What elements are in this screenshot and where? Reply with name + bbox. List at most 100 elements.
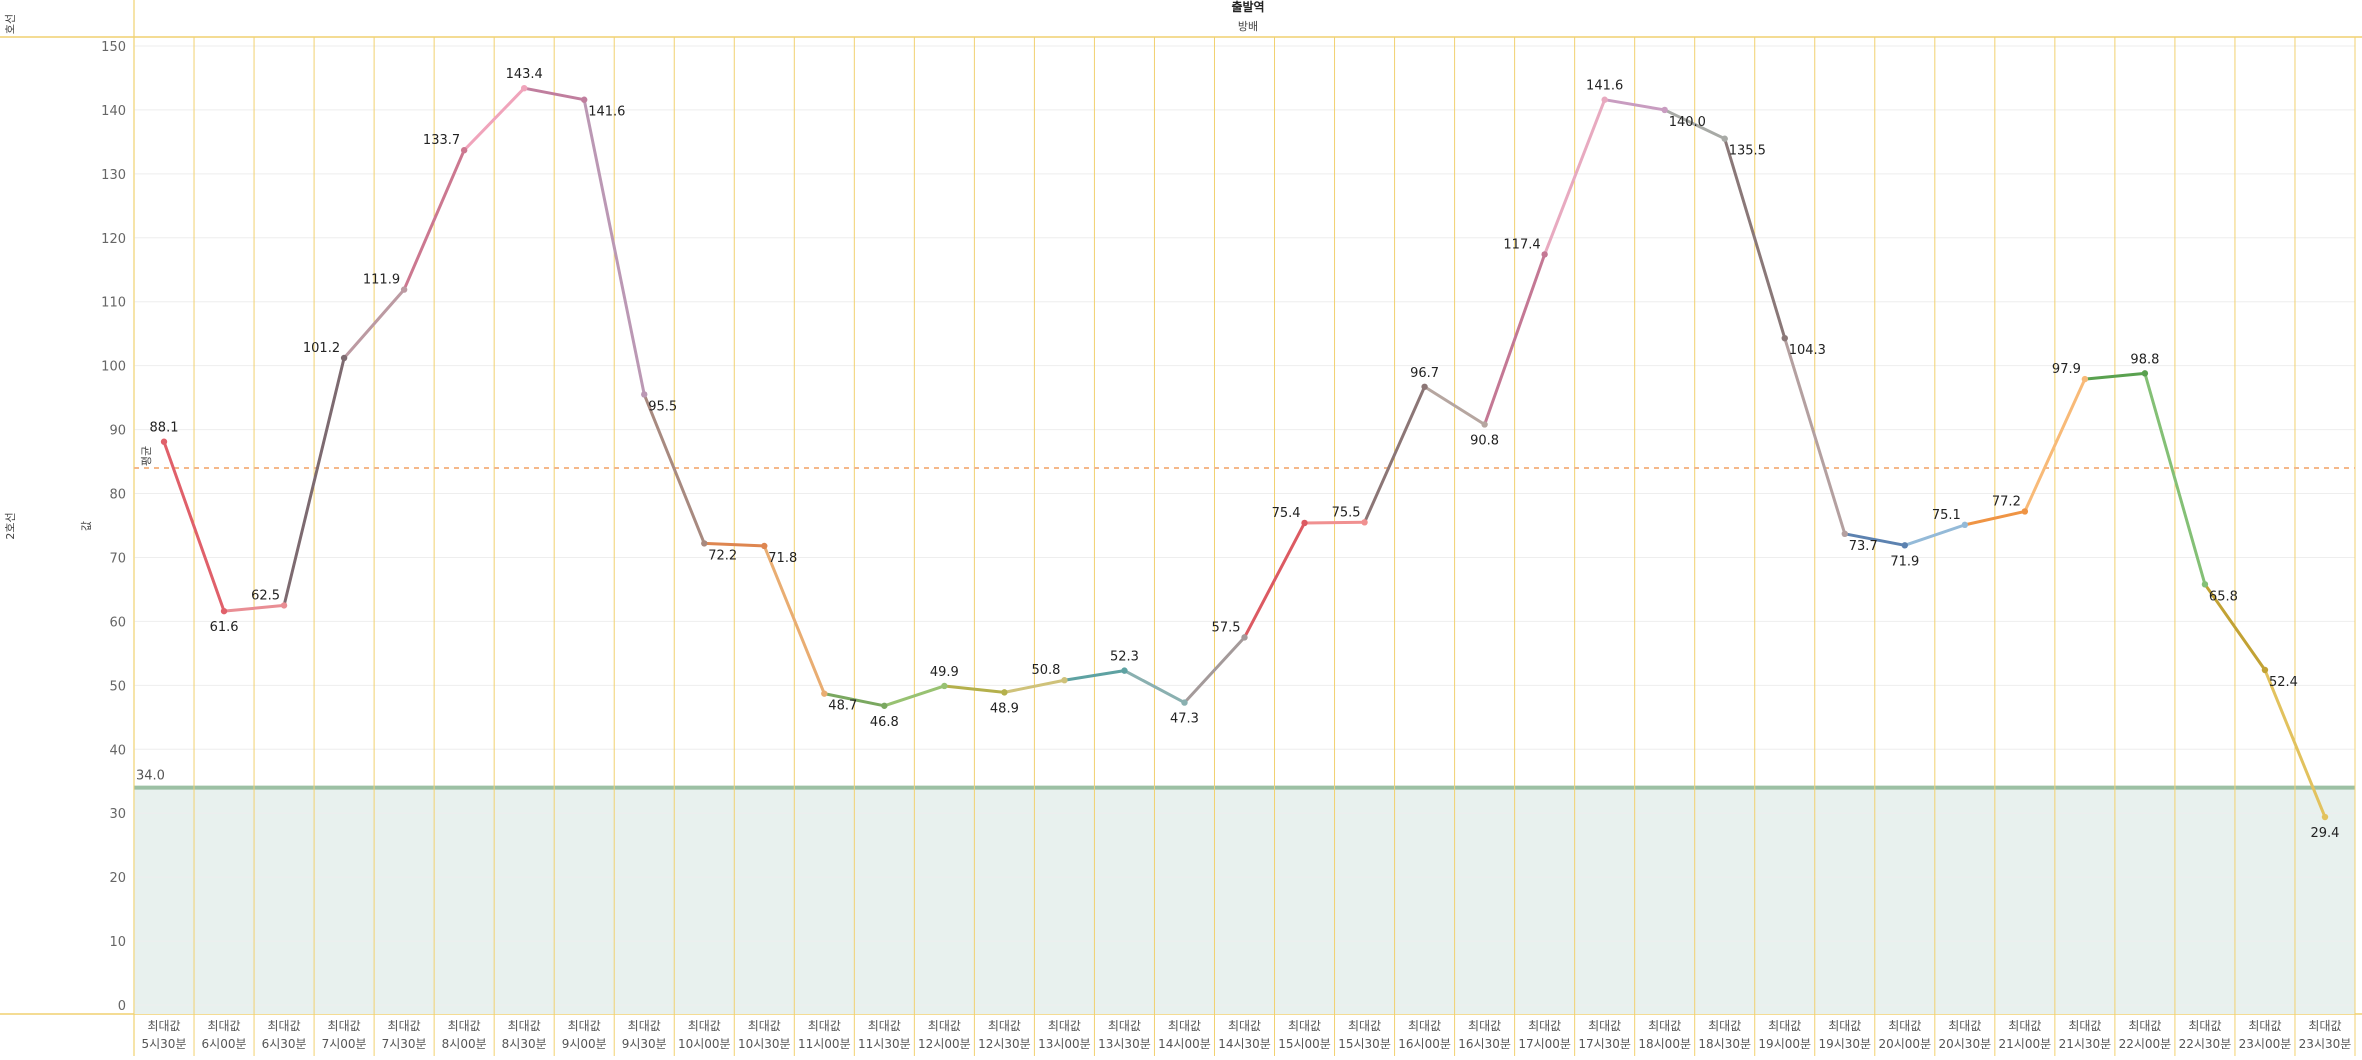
line-segment xyxy=(2203,582,2267,672)
data-point xyxy=(1301,519,1308,527)
y-tick-label: 50 xyxy=(109,679,126,694)
line-segment xyxy=(2143,371,2207,586)
y-tick-label: 110 xyxy=(101,296,126,311)
line-segment xyxy=(162,440,226,613)
line-segment xyxy=(1423,385,1487,426)
y-tick-label: 100 xyxy=(101,360,126,375)
data-point xyxy=(2201,581,2209,588)
x-tick-label: 20시00분 xyxy=(1878,1037,1931,1051)
data-point xyxy=(1481,421,1488,428)
y-tick-label: 70 xyxy=(109,551,126,566)
data-label: 57.5 xyxy=(1212,620,1241,635)
data-point xyxy=(280,602,288,609)
line-segment xyxy=(222,603,286,613)
data-point xyxy=(701,540,708,547)
line-segment xyxy=(462,86,526,152)
data-label: 88.1 xyxy=(150,421,179,436)
line-segment xyxy=(402,148,466,292)
x-tick-label: 13시00분 xyxy=(1038,1037,1091,1051)
data-label: 72.2 xyxy=(708,548,737,563)
data-point xyxy=(1001,689,1008,696)
data-label: 96.7 xyxy=(1410,366,1439,381)
data-label: 50.8 xyxy=(1031,663,1060,678)
x-tick-label: 22시30분 xyxy=(2179,1037,2232,1051)
y-axis-title: 값 xyxy=(80,521,93,531)
x-tick-label: 7시00분 xyxy=(322,1037,367,1051)
data-label: 117.4 xyxy=(1503,237,1540,252)
x-measure-label: 최대값 xyxy=(388,1019,421,1033)
data-point xyxy=(2261,666,2269,674)
x-tick-label: 8시30분 xyxy=(502,1037,547,1051)
line-segment xyxy=(1543,98,1607,256)
average-reference-label: 평균 xyxy=(140,446,153,466)
x-measure-label: 최대값 xyxy=(1828,1019,1861,1033)
reference-band-label: 34.0 xyxy=(136,769,165,784)
line-segment xyxy=(522,86,586,102)
x-measure-label: 최대값 xyxy=(1708,1019,1741,1033)
x-measure-label: 최대값 xyxy=(1648,1019,1681,1033)
data-point xyxy=(1181,699,1188,706)
data-label: 48.9 xyxy=(990,701,1019,716)
data-label: 75.4 xyxy=(1272,506,1301,521)
data-point xyxy=(1721,135,1728,142)
x-measure-label: 최대값 xyxy=(2128,1019,2161,1033)
y-tick-label: 80 xyxy=(109,488,126,503)
data-point xyxy=(340,354,348,362)
data-label: 98.8 xyxy=(2130,352,2159,367)
line-segment xyxy=(1903,523,1967,547)
data-point xyxy=(881,702,888,709)
x-measure-label: 최대값 xyxy=(268,1019,301,1033)
x-measure-label: 최대값 xyxy=(1288,1019,1321,1033)
data-point xyxy=(2021,508,2029,515)
data-label: 135.5 xyxy=(1729,144,1766,159)
x-tick-label: 15시30분 xyxy=(1338,1037,1391,1051)
line-segment xyxy=(2023,377,2087,513)
data-point xyxy=(1961,521,1969,529)
x-measure-label: 최대값 xyxy=(868,1019,901,1033)
row-header-value: 2호선 xyxy=(4,512,17,539)
data-label: 62.5 xyxy=(251,588,280,603)
row-header-title: 호선 xyxy=(4,14,17,34)
x-measure-label: 최대값 xyxy=(1768,1019,1801,1033)
data-label: 46.8 xyxy=(870,715,899,730)
line-segment xyxy=(702,541,766,548)
data-point xyxy=(400,286,408,293)
x-tick-label: 20시30분 xyxy=(1939,1037,1992,1051)
x-measure-label: 최대값 xyxy=(508,1019,541,1033)
x-tick-label: 16시30분 xyxy=(1458,1037,1511,1051)
x-tick-label: 14시30분 xyxy=(1218,1037,1271,1051)
data-label: 104.3 xyxy=(1789,343,1826,358)
data-point xyxy=(520,84,528,92)
line-segment xyxy=(2083,371,2147,381)
x-measure-label: 최대값 xyxy=(1228,1019,1261,1033)
x-tick-label: 12시30분 xyxy=(978,1037,1031,1051)
line-segment xyxy=(1243,521,1307,639)
data-label: 97.9 xyxy=(2052,362,2081,377)
y-tick-label: 40 xyxy=(109,743,126,758)
x-measure-label: 최대값 xyxy=(568,1019,601,1033)
data-label: 52.3 xyxy=(1110,650,1139,665)
x-tick-label: 21시00분 xyxy=(1999,1037,2052,1051)
x-tick-label: 15시00분 xyxy=(1278,1037,1331,1051)
x-measure-label: 최대값 xyxy=(1348,1019,1381,1033)
x-tick-label: 8시00분 xyxy=(442,1037,487,1051)
data-label: 65.8 xyxy=(2209,589,2238,604)
data-point xyxy=(761,542,768,550)
data-point xyxy=(581,96,588,103)
data-label: 29.4 xyxy=(2311,826,2340,841)
x-tick-label: 13시30분 xyxy=(1098,1037,1151,1051)
line-segment xyxy=(1483,252,1547,426)
data-point xyxy=(1781,334,1788,342)
data-label: 141.6 xyxy=(588,105,625,120)
data-point xyxy=(1541,251,1548,258)
line-segment xyxy=(1122,669,1186,705)
x-tick-label: 23시00분 xyxy=(2239,1037,2292,1051)
data-label: 90.8 xyxy=(1470,433,1499,448)
line-segment xyxy=(1723,137,1787,340)
x-tick-label: 7시30분 xyxy=(382,1037,427,1051)
x-tick-label: 10시00분 xyxy=(678,1037,731,1051)
x-measure-label: 최대값 xyxy=(808,1019,841,1033)
x-measure-label: 최대값 xyxy=(1408,1019,1441,1033)
